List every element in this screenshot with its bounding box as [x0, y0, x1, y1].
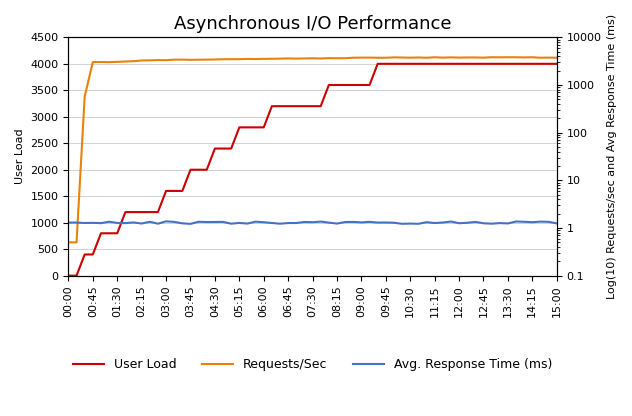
- User Load: [236, 125, 243, 130]
- Avg. Response Time (ms): [374, 220, 382, 225]
- Avg. Response Time (ms): [341, 220, 349, 225]
- User Load: [325, 82, 332, 87]
- User Load: [553, 61, 561, 66]
- Y-axis label: User Load: User Load: [15, 129, 25, 184]
- User Load: [496, 61, 504, 66]
- Requests/Sec: [179, 57, 186, 62]
- User Load: [179, 188, 186, 193]
- Requests/Sec: [64, 240, 72, 245]
- Requests/Sec: [236, 57, 243, 62]
- User Load: [162, 188, 170, 193]
- User Load: [358, 82, 365, 87]
- Avg. Response Time (ms): [64, 220, 72, 225]
- Avg. Response Time (ms): [171, 219, 178, 224]
- Requests/Sec: [162, 58, 170, 63]
- User Load: [374, 61, 382, 66]
- Requests/Sec: [496, 55, 504, 60]
- Legend: User Load, Requests/Sec, Avg. Response Time (ms): User Load, Requests/Sec, Avg. Response T…: [68, 354, 557, 376]
- Line: Requests/Sec: Requests/Sec: [68, 57, 557, 243]
- Avg. Response Time (ms): [252, 219, 259, 224]
- Y-axis label: Log(10) Requests/sec and Avg Response Time (ms): Log(10) Requests/sec and Avg Response Ti…: [607, 14, 617, 299]
- Avg. Response Time (ms): [195, 219, 202, 224]
- Requests/Sec: [553, 55, 561, 60]
- Line: Avg. Response Time (ms): Avg. Response Time (ms): [68, 221, 557, 224]
- Title: Asynchronous I/O Performance: Asynchronous I/O Performance: [174, 15, 451, 33]
- User Load: [64, 273, 72, 278]
- Avg. Response Time (ms): [553, 221, 561, 226]
- Avg. Response Time (ms): [504, 221, 512, 226]
- Requests/Sec: [488, 55, 495, 60]
- Line: User Load: User Load: [68, 64, 557, 276]
- Avg. Response Time (ms): [162, 219, 170, 224]
- Avg. Response Time (ms): [186, 221, 194, 226]
- Requests/Sec: [358, 55, 365, 60]
- Requests/Sec: [325, 56, 332, 61]
